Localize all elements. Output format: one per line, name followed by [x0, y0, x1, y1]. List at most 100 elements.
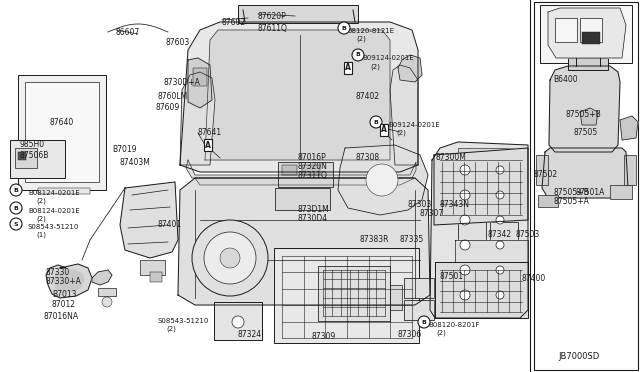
Bar	[534, 2, 638, 370]
Text: 8730D+A: 8730D+A	[163, 78, 200, 87]
Bar	[150, 272, 162, 282]
Bar	[38, 188, 90, 194]
Bar	[390, 285, 402, 310]
Text: 87505: 87505	[574, 128, 598, 137]
Polygon shape	[188, 58, 212, 108]
Text: 985H0: 985H0	[20, 140, 45, 149]
Polygon shape	[205, 30, 390, 160]
Bar	[580, 18, 602, 42]
Bar	[140, 260, 165, 275]
Text: S08543-51210: S08543-51210	[28, 224, 79, 230]
Bar	[10, 140, 65, 178]
Circle shape	[338, 22, 350, 34]
Circle shape	[460, 240, 470, 250]
Text: 87401: 87401	[158, 220, 182, 229]
Bar	[98, 288, 116, 296]
Circle shape	[460, 165, 470, 175]
Text: A: A	[345, 64, 351, 73]
Bar	[25, 82, 99, 182]
Text: 87620P: 87620P	[258, 12, 287, 21]
Text: B: B	[13, 205, 19, 211]
Bar	[538, 195, 558, 207]
Text: 87505+B: 87505+B	[566, 110, 602, 119]
Text: B6400: B6400	[553, 75, 578, 84]
Polygon shape	[549, 66, 620, 152]
Text: (2): (2)	[36, 216, 46, 222]
Text: 87609: 87609	[155, 103, 179, 112]
Polygon shape	[180, 72, 215, 165]
Bar	[536, 155, 548, 185]
Text: 87303: 87303	[408, 200, 432, 209]
Text: S: S	[13, 221, 19, 227]
Circle shape	[460, 215, 470, 225]
Bar	[438, 155, 456, 190]
Polygon shape	[178, 178, 430, 305]
Polygon shape	[186, 160, 416, 178]
Circle shape	[496, 241, 504, 249]
Circle shape	[496, 291, 504, 299]
Text: 873D1M: 873D1M	[298, 205, 330, 214]
Text: 87640: 87640	[50, 118, 74, 127]
Text: 8730D4: 8730D4	[298, 214, 328, 223]
Circle shape	[496, 266, 504, 274]
Text: 87343N: 87343N	[440, 200, 470, 209]
Bar	[490, 222, 518, 240]
Text: 87383R: 87383R	[360, 235, 390, 244]
Text: 87311Q: 87311Q	[298, 171, 328, 180]
Polygon shape	[338, 145, 428, 215]
Text: 87330+A: 87330+A	[45, 277, 81, 286]
Text: (2): (2)	[36, 198, 46, 205]
Polygon shape	[195, 178, 415, 185]
Text: 87505+A: 87505+A	[554, 197, 590, 206]
Bar	[540, 5, 632, 63]
Bar	[214, 302, 262, 340]
Text: B: B	[356, 52, 360, 58]
Bar	[610, 185, 632, 199]
Circle shape	[204, 232, 256, 284]
Text: 87641: 87641	[198, 128, 222, 137]
Circle shape	[10, 184, 22, 196]
Polygon shape	[180, 22, 418, 172]
Text: A: A	[205, 141, 211, 150]
Text: 87330: 87330	[45, 268, 69, 277]
Circle shape	[496, 166, 504, 174]
Text: B08124-0201E: B08124-0201E	[28, 190, 80, 196]
Polygon shape	[542, 148, 628, 198]
Text: 87016NA: 87016NA	[44, 312, 79, 321]
Text: 87603: 87603	[165, 38, 189, 47]
Polygon shape	[548, 8, 626, 58]
Bar	[15, 148, 37, 168]
Bar	[238, 5, 358, 23]
Polygon shape	[434, 148, 528, 225]
Bar	[278, 162, 333, 187]
Text: B09124-0201E: B09124-0201E	[362, 55, 413, 61]
Bar	[582, 32, 600, 44]
Circle shape	[102, 297, 112, 307]
Bar	[404, 300, 434, 320]
Circle shape	[418, 316, 430, 328]
Text: 87342: 87342	[488, 230, 512, 239]
Bar	[318, 266, 390, 321]
Polygon shape	[580, 108, 598, 125]
Circle shape	[220, 248, 240, 268]
Bar	[555, 18, 577, 42]
Circle shape	[352, 49, 364, 61]
Text: B: B	[374, 119, 378, 125]
Bar	[568, 58, 608, 70]
Polygon shape	[390, 65, 418, 165]
Bar	[275, 188, 330, 210]
Text: 87307: 87307	[420, 209, 444, 218]
Bar	[282, 165, 297, 175]
Text: 87506B: 87506B	[20, 151, 49, 160]
Bar	[193, 68, 207, 86]
Text: 87300M: 87300M	[435, 153, 466, 162]
Text: 87505+B: 87505+B	[554, 188, 589, 197]
Text: 08120-8121E: 08120-8121E	[348, 28, 395, 34]
Polygon shape	[54, 270, 84, 292]
Circle shape	[370, 116, 382, 128]
Text: B09124-0201E: B09124-0201E	[388, 122, 440, 128]
Text: 87402: 87402	[355, 92, 379, 101]
Text: 87306: 87306	[398, 330, 422, 339]
Text: 87502: 87502	[534, 170, 558, 179]
Text: 86607: 86607	[116, 28, 140, 37]
